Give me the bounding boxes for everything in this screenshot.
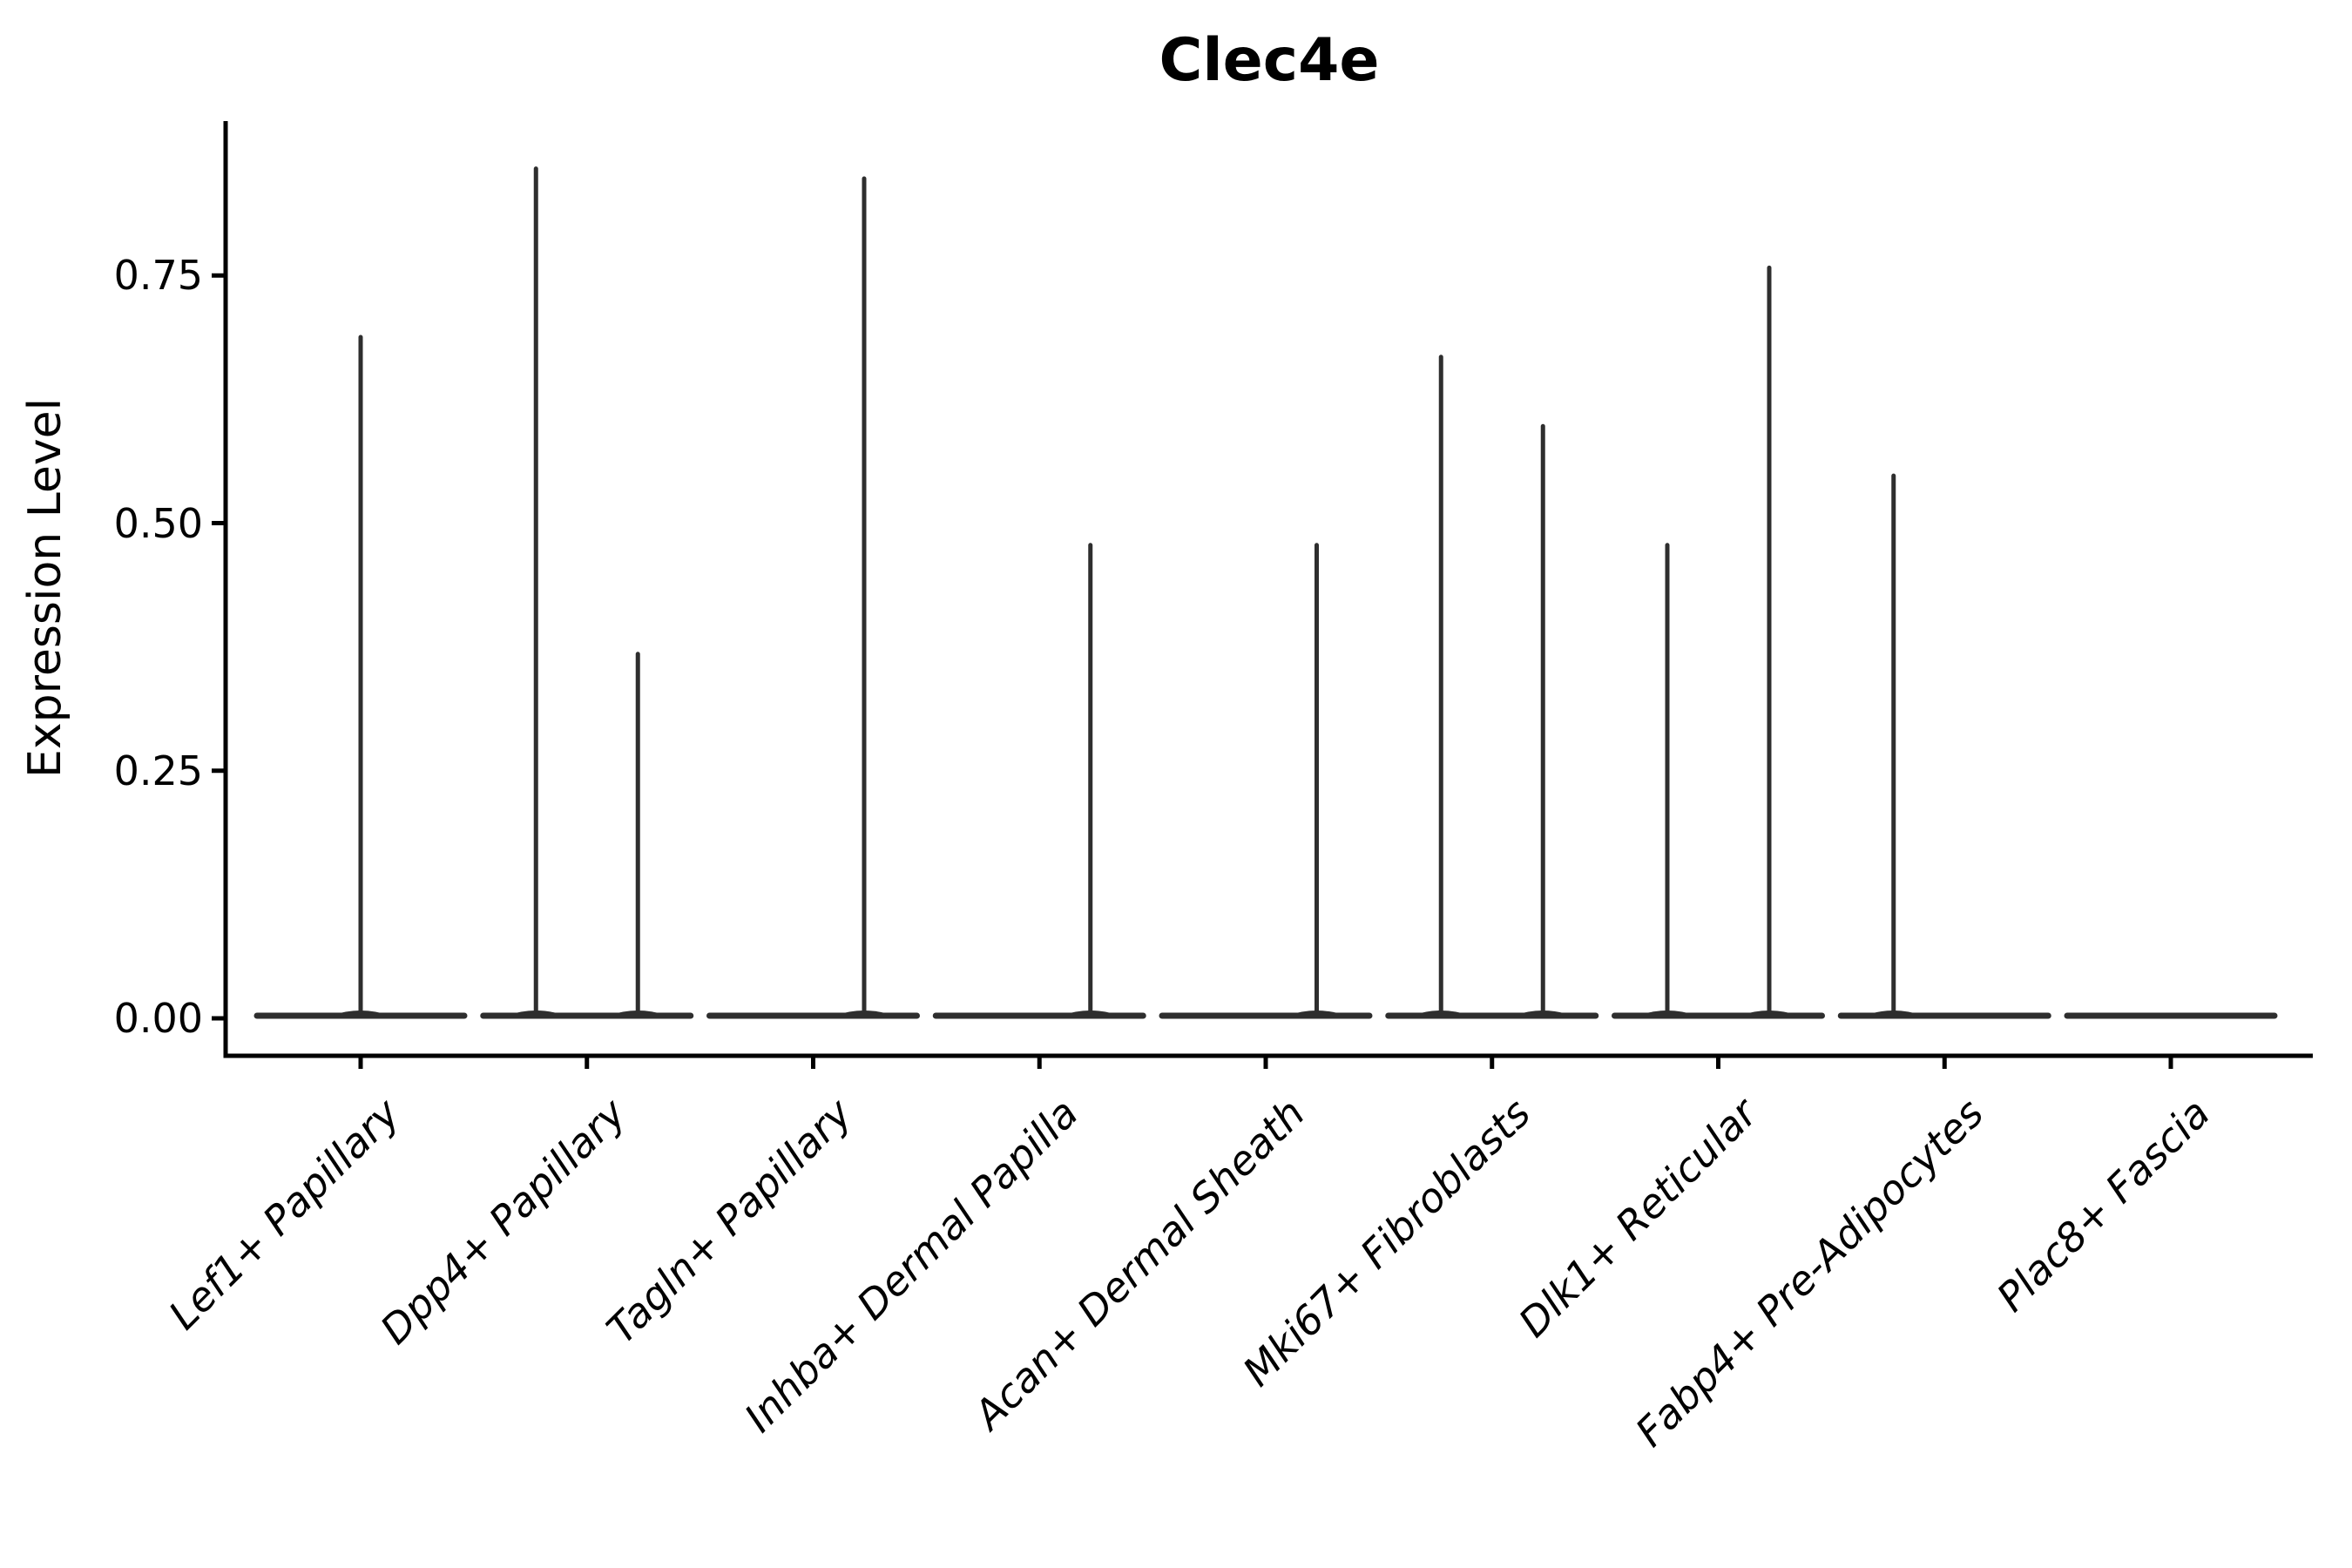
chart-title: Clec4e — [1159, 26, 1380, 95]
y-tick-label: 0.25 — [113, 747, 203, 794]
y-tick-label: 0.50 — [113, 499, 203, 547]
y-axis-title: Expression Level — [19, 397, 71, 779]
y-tick-label: 0.75 — [113, 252, 203, 300]
y-tick-label: 0.00 — [113, 995, 203, 1042]
